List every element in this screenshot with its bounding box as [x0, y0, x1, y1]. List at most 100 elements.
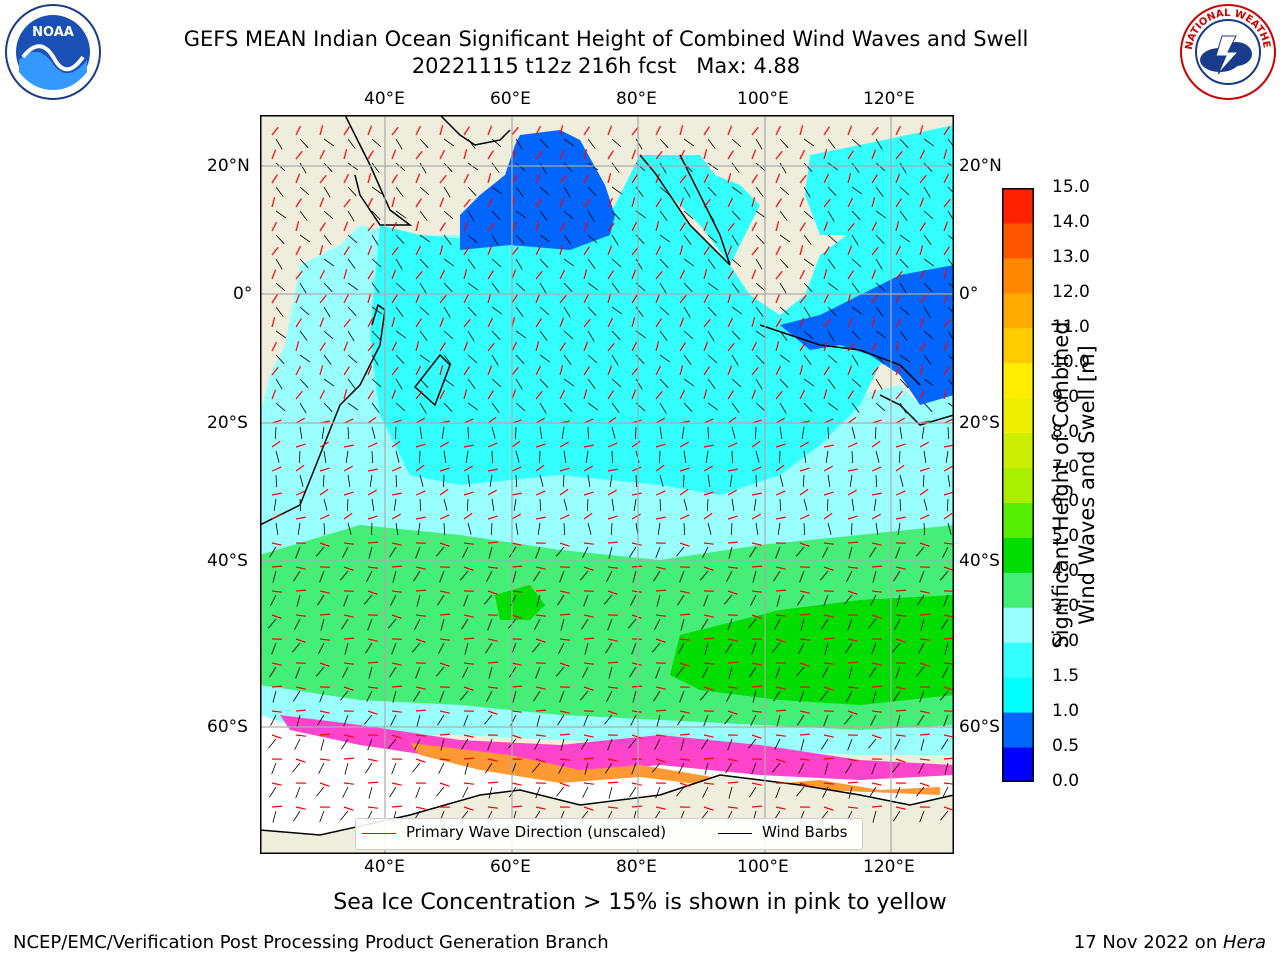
- wave-arrow: [775, 173, 781, 184]
- wave-arrow: [751, 492, 762, 496]
- wave-arrow: [487, 150, 494, 160]
- wave-arrow: [799, 590, 810, 594]
- wind-barb: [347, 234, 358, 244]
- wind-barb: [629, 666, 637, 678]
- wave-arrow: [487, 342, 495, 352]
- wind-barb: [438, 762, 445, 774]
- wind-barb: [822, 666, 829, 678]
- wave-arrow: [751, 782, 762, 786]
- wind-barb: [779, 258, 789, 269]
- wave-arrow: [679, 542, 690, 547]
- wind-barb: [731, 402, 740, 413]
- wave-arrow: [583, 149, 588, 160]
- wave-arrow: [463, 293, 470, 304]
- wave-arrow: [415, 734, 426, 737]
- wind-barb: [893, 570, 901, 582]
- wind-barb: [296, 714, 301, 727]
- wind-barb: [611, 330, 621, 341]
- wave-arrow: [463, 662, 474, 665]
- wind-barb: [707, 378, 716, 389]
- wave-arrow: [295, 734, 306, 737]
- wave-arrow: [775, 365, 782, 376]
- wind-barb: [416, 714, 421, 727]
- wind-barb: [774, 738, 781, 750]
- wave-arrow: [703, 221, 709, 232]
- wind-barb: [416, 594, 421, 607]
- wave-arrow: [463, 418, 474, 424]
- wind-barb: [611, 282, 620, 293]
- wave-arrow: [367, 390, 374, 400]
- wave-arrow: [607, 515, 618, 520]
- wind-barb: [371, 162, 380, 173]
- wave-arrow: [679, 389, 686, 400]
- wave-arrow: [703, 806, 714, 811]
- wind-barb: [292, 642, 301, 653]
- wind-barb: [755, 474, 757, 488]
- wind-barb: [443, 402, 453, 413]
- wave-arrow: [271, 513, 281, 520]
- wave-arrow: [799, 222, 806, 232]
- wave-arrow: [799, 245, 804, 256]
- wind-barb: [827, 186, 837, 197]
- wave-arrow: [871, 389, 877, 400]
- wind-barb: [659, 450, 661, 464]
- wave-arrow: [319, 245, 324, 256]
- wind-barb: [515, 234, 525, 245]
- wave-arrow: [463, 246, 470, 256]
- wind-barb: [347, 186, 357, 197]
- wind-barb: [581, 738, 589, 750]
- wind-barb: [653, 690, 661, 702]
- wind-barb: [872, 810, 877, 823]
- wave-arrow: [703, 662, 714, 665]
- wind-barb: [947, 138, 954, 148]
- wind-barb: [347, 282, 359, 291]
- wind-barb: [827, 306, 837, 317]
- wind-barb: [681, 426, 685, 439]
- wave-arrow: [415, 566, 426, 570]
- wind-barb: [583, 594, 589, 607]
- wind-barb: [272, 810, 277, 823]
- wave-arrow: [679, 222, 686, 232]
- wind-barb: [611, 498, 615, 511]
- wind-barb: [680, 618, 685, 631]
- wave-arrow: [463, 173, 470, 184]
- wave-arrow: [367, 365, 373, 376]
- wind-barb: [275, 402, 286, 412]
- wind-barb: [491, 306, 503, 315]
- wave-arrow: [799, 467, 810, 472]
- wind-barb: [347, 378, 356, 389]
- wind-barb: [899, 402, 907, 414]
- wave-arrow: [559, 710, 570, 714]
- wind-barb: [295, 786, 301, 799]
- wind-barb: [655, 546, 661, 559]
- wind-barb: [755, 186, 764, 197]
- wave-arrow: [559, 782, 570, 787]
- lat-left-60s: 60°S: [207, 717, 248, 737]
- wave-arrow: [775, 589, 787, 592]
- wave-arrow: [343, 418, 354, 424]
- wind-barb: [364, 594, 373, 605]
- wind-barb: [630, 714, 637, 726]
- wave-arrow: [271, 734, 282, 739]
- wind-barb: [731, 450, 733, 464]
- wave-arrow: [727, 515, 738, 520]
- wave-arrow: [895, 318, 902, 328]
- wave-arrow: [439, 294, 447, 304]
- wind-barb: [275, 186, 284, 197]
- wave-arrow: [487, 442, 498, 448]
- wind-barb: [703, 594, 709, 607]
- wind-barb: [467, 330, 475, 342]
- wave-arrow: [919, 542, 930, 547]
- wind-barb: [587, 378, 596, 389]
- wave-arrow: [583, 465, 593, 472]
- wind-barb: [419, 330, 428, 341]
- wind-barb: [851, 450, 853, 464]
- wave-arrow: [559, 467, 570, 472]
- wind-barb: [899, 378, 909, 389]
- wind-barb: [683, 162, 693, 173]
- wind-barb: [726, 690, 733, 702]
- wave-arrow: [823, 269, 828, 280]
- wave-arrow: [559, 317, 565, 328]
- wave-arrow: [895, 390, 903, 400]
- wind-barb: [413, 690, 421, 702]
